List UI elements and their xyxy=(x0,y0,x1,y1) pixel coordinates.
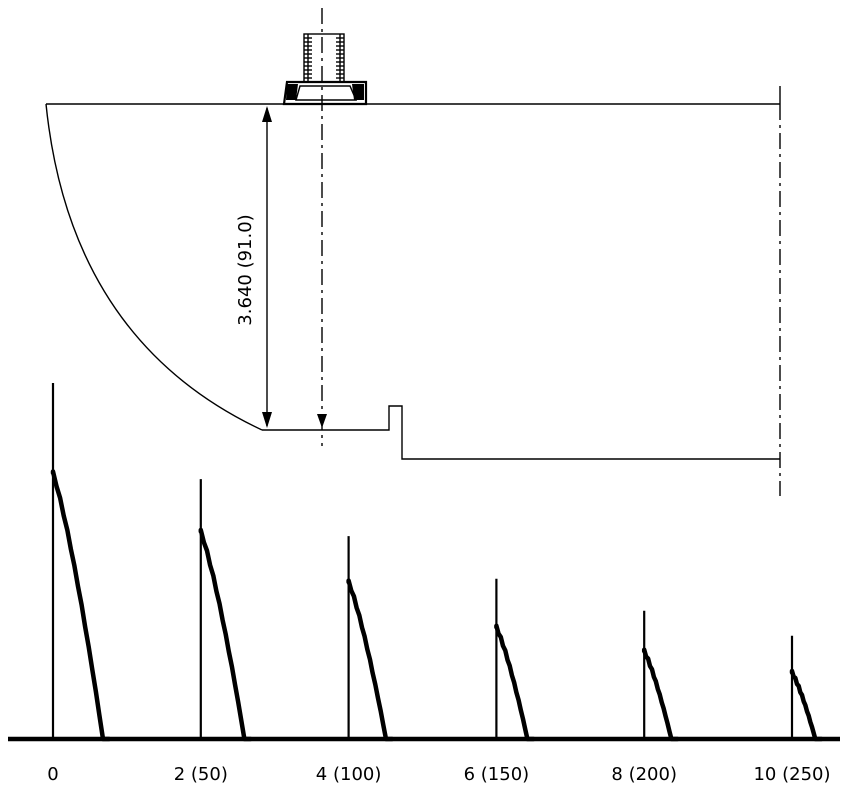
transducer-housing-fill-right xyxy=(352,84,364,100)
echo-pulse xyxy=(198,527,253,742)
tick-label: 4 (100) xyxy=(316,764,382,785)
tick-label: 2 (50) xyxy=(174,764,228,785)
dimension-label: 3.640 (91.0) xyxy=(235,214,256,325)
transducer-element xyxy=(295,85,358,101)
thickness-dimension: 3.640 (91.0) xyxy=(235,106,272,428)
test-block xyxy=(45,86,781,460)
beam-arrowhead-icon xyxy=(317,414,327,428)
echo-pulse xyxy=(346,578,395,742)
connector-threads xyxy=(304,34,344,82)
echo-pulse xyxy=(494,623,536,742)
block-bottom-surface xyxy=(262,405,780,460)
tick-label: 8 (200) xyxy=(611,764,677,785)
echo-pulse xyxy=(789,668,824,742)
tick-label: 10 (250) xyxy=(753,764,830,785)
echo-trace: 0 2 (50) 4 (100) 6 (150) 8 (200) 10 (250) xyxy=(8,383,840,785)
tick-label: 0 xyxy=(47,764,58,785)
tick-label: 6 (150) xyxy=(464,764,530,785)
echo-pulse xyxy=(641,647,680,742)
echo-pulse xyxy=(50,469,112,742)
dimension-arrow-top-icon xyxy=(262,106,272,122)
transducer-housing-fill-left xyxy=(286,84,298,100)
dimension-arrow-bottom-icon xyxy=(262,412,272,428)
block-curved-radius xyxy=(45,103,263,431)
transducer xyxy=(282,33,368,106)
